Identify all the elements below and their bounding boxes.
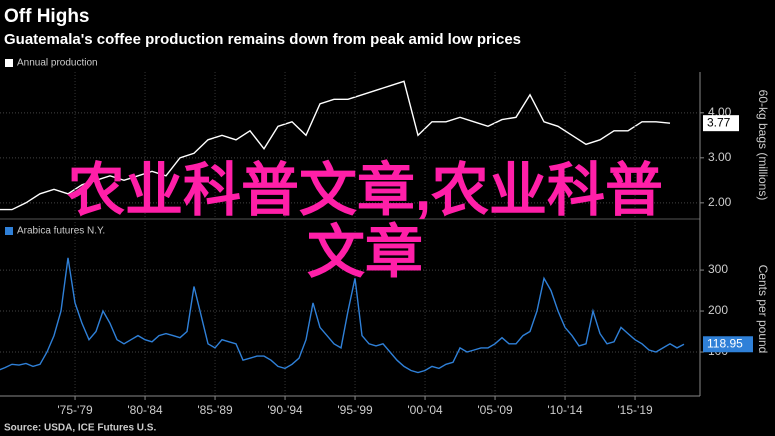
data-line [0,257,685,374]
x-tick-label: '95-'99 [337,403,373,417]
overlay-line: 农业科普文章,农业科普 [67,158,663,223]
y-tick-label: 200 [708,303,728,317]
axis-label: Cents per pound [756,265,770,354]
last-value-label: 118.95 [707,336,743,350]
x-tick-label: '00-'04 [407,403,443,417]
legend-swatch [5,227,13,235]
overlay-line: 文章 [307,220,423,285]
x-tick-label: '80-'84 [127,403,163,417]
chart-title: Off Highs [4,6,90,27]
x-tick-label: '90-'94 [267,403,303,417]
legend-label: Arabica futures N.Y. [17,226,105,237]
y-tick-label: 2.00 [708,195,732,209]
x-tick-label: '85-'89 [197,403,233,417]
legend-label: Annual production [17,58,98,69]
x-tick-label: '15-'19 [617,403,653,417]
axis-label: 60-kg bags (millions) [756,90,770,201]
chart-subtitle: Guatemala's coffee production remains do… [4,31,521,48]
data-line [0,80,671,211]
x-tick-label: '05-'09 [477,403,513,417]
source: Source: USDA, ICE Futures U.S. [4,423,156,434]
overlay-text: 农业科普文章,农业科普文章 [67,158,663,285]
y-tick-label: 3.00 [708,150,732,164]
last-value-box [703,336,753,353]
x-tick-label: '10-'14 [547,403,583,417]
y-tick-label: 300 [708,262,728,276]
legend-swatch [5,59,13,67]
last-value-label: 3.77 [707,115,731,129]
x-tick-label: '75-'79 [57,403,93,417]
last-value-box [703,115,739,132]
